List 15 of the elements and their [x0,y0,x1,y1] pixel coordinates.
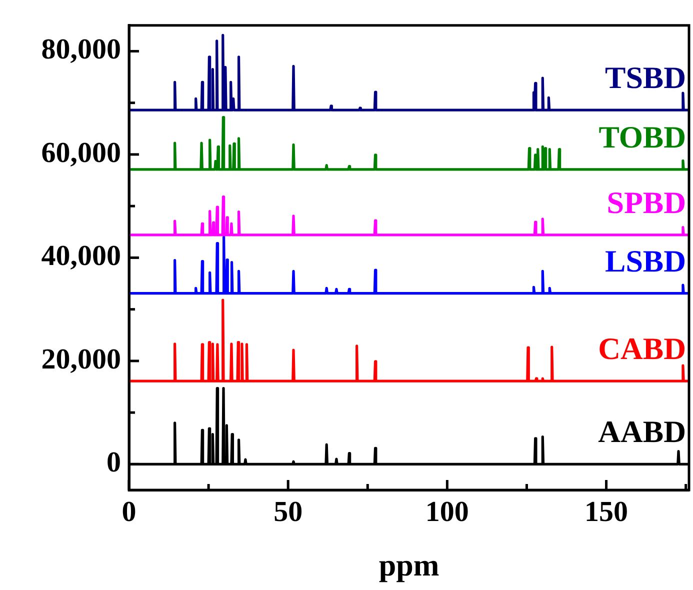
y-tick-label: 60,000 [41,136,121,169]
y-tick-label: 40,000 [41,240,121,272]
x-axis-title: ppm [378,547,440,582]
series-label: AABD [598,414,686,450]
series-label: CABD [598,331,686,366]
series-label: SPBD [606,184,686,220]
x-tick-label: 50 [274,496,303,528]
x-tick-label: 150 [584,496,628,528]
y-tick-label: 80,000 [41,34,121,66]
series-label: LSBD [605,243,686,278]
y-tick-label: 0 [106,446,121,479]
x-tick-label: 100 [425,496,469,528]
y-tick-label: 20,000 [41,343,121,376]
series-label: TOBD [598,119,686,154]
series-label: TSBD [605,60,686,96]
